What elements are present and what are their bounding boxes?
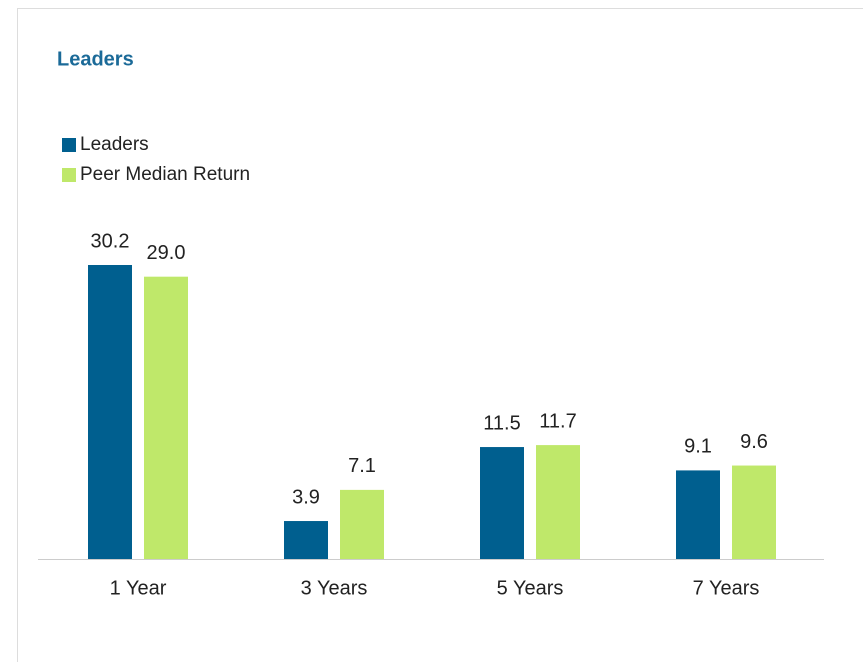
bar (284, 521, 328, 559)
bar (676, 470, 720, 559)
bar (536, 445, 580, 559)
bar (144, 276, 188, 559)
value-label: 11.7 (539, 410, 576, 432)
x-tick-label: 1 Year (110, 577, 167, 599)
value-label: 9.1 (684, 436, 712, 458)
value-label: 29.0 (147, 242, 186, 264)
legend-label: Peer Median Return (80, 164, 250, 185)
value-label: 30.2 (91, 230, 130, 252)
bar (732, 465, 776, 559)
x-tick-label: 5 Years (497, 577, 564, 599)
value-label: 7.1 (348, 455, 376, 477)
x-tick-label: 7 Years (693, 577, 760, 599)
bar (88, 265, 132, 559)
legend-swatch (62, 138, 76, 152)
bar (340, 489, 384, 559)
value-label: 11.5 (483, 412, 520, 434)
chart-title: Leaders (57, 48, 134, 70)
bar (480, 447, 524, 559)
legend-label: Leaders (80, 134, 149, 155)
legend-swatch (62, 168, 76, 182)
value-label: 3.9 (292, 486, 320, 508)
x-tick-label: 3 Years (301, 577, 368, 599)
value-label: 9.6 (740, 431, 768, 453)
